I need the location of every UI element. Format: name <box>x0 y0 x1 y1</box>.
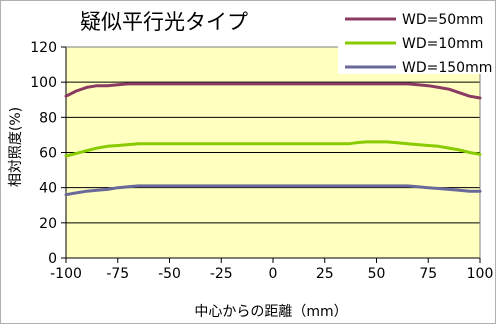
y-axis-title: 相対照度(%) <box>8 107 24 187</box>
y-tick-label: 80 <box>39 110 57 126</box>
tick-labels: 0 20 40 60 80 100 120 -100 -75 -50 -25 0 25 50 75 100 <box>30 40 493 282</box>
x-tick-label: 25 <box>316 266 334 282</box>
y-tick-label: 40 <box>39 181 57 197</box>
y-tick-label: 0 <box>48 251 57 267</box>
series-line-3 <box>64 184 482 197</box>
series-line-1 <box>64 82 482 100</box>
x-tick-label: -100 <box>50 266 82 282</box>
x-tick-label: -50 <box>158 266 181 282</box>
x-tick-label: 0 <box>269 266 278 282</box>
chart-title: 疑似平行光タイプ <box>80 10 248 34</box>
x-tick-label: -25 <box>210 266 233 282</box>
y-tick-label: 120 <box>30 40 57 56</box>
x-tick-label: 75 <box>419 266 437 282</box>
legend-label-1: WD=50mm <box>402 12 483 28</box>
y-tick-label: 20 <box>39 216 57 232</box>
x-axis-title: 中心からの距離（mm） <box>194 303 347 320</box>
y-tick-label: 60 <box>39 146 57 162</box>
series-lines <box>64 82 482 197</box>
y-tick-label: 100 <box>30 75 57 91</box>
legend: WD=50mm WD=10mm WD=150mm <box>338 8 494 76</box>
x-tick-label: -75 <box>106 266 129 282</box>
legend-label-2: WD=10mm <box>402 36 483 52</box>
series-line-2 <box>64 140 482 158</box>
legend-label-3: WD=150mm <box>402 60 492 76</box>
x-tick-label: 100 <box>467 266 494 282</box>
x-tick-label: 50 <box>368 266 386 282</box>
